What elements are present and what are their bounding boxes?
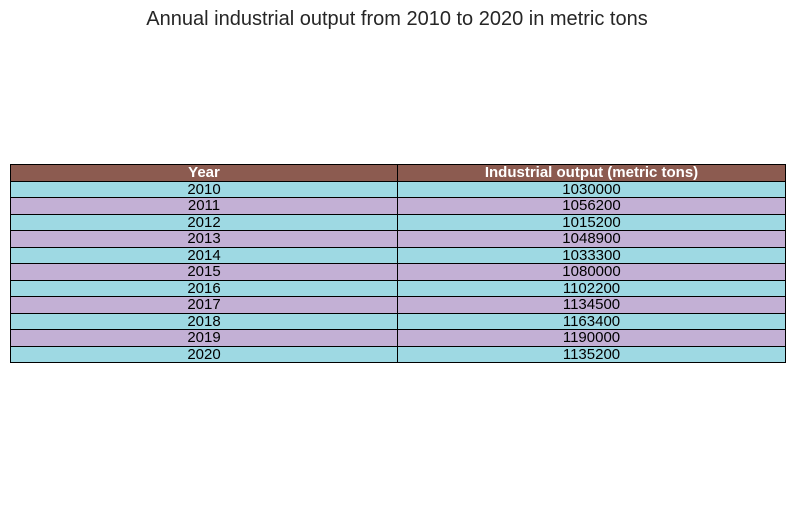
data-table-container: Year Industrial output (metric tons) 201… [10, 164, 786, 363]
cell-output: 1080000 [397, 263, 786, 281]
cell-year: 2017 [10, 296, 398, 314]
data-table: Year Industrial output (metric tons) 201… [10, 164, 786, 363]
cell-year: 2020 [10, 345, 398, 363]
cell-output: 1135200 [397, 345, 786, 363]
cell-output: 1102200 [397, 279, 786, 297]
table-row: 2015 1080000 [10, 263, 786, 281]
cell-year: 2011 [10, 197, 398, 215]
column-header-output: Industrial output (metric tons) [397, 164, 786, 182]
cell-year: 2016 [10, 279, 398, 297]
cell-output: 1056200 [397, 197, 786, 215]
table-row: 2018 1163400 [10, 312, 786, 330]
table-header-row: Year Industrial output (metric tons) [10, 164, 786, 182]
table-body: 2010 1030000 2011 1056200 2012 1015200 2013 104… [10, 180, 786, 363]
cell-output: 1030000 [397, 180, 786, 198]
table-row: 2020 1135200 [10, 345, 786, 363]
table-row: 2017 1134500 [10, 296, 786, 314]
cell-output: 1134500 [397, 296, 786, 314]
table-row: 2012 1015200 [10, 213, 786, 231]
table-row: 2014 1033300 [10, 246, 786, 264]
cell-year: 2018 [10, 312, 398, 330]
table-row: 2019 1190000 [10, 329, 786, 347]
cell-year: 2015 [10, 263, 398, 281]
cell-year: 2014 [10, 246, 398, 264]
table-row: 2011 1056200 [10, 197, 786, 215]
cell-output: 1015200 [397, 213, 786, 231]
cell-year: 2019 [10, 329, 398, 347]
cell-output: 1048900 [397, 230, 786, 248]
table-row: 2016 1102200 [10, 279, 786, 297]
cell-year: 2012 [10, 213, 398, 231]
cell-year: 2010 [10, 180, 398, 198]
table-row: 2010 1030000 [10, 180, 786, 198]
column-header-year: Year [10, 164, 398, 182]
cell-year: 2013 [10, 230, 398, 248]
chart-title: Annual industrial output from 2010 to 20… [146, 8, 648, 30]
cell-output: 1163400 [397, 312, 786, 330]
table-row: 2013 1048900 [10, 230, 786, 248]
cell-output: 1033300 [397, 246, 786, 264]
cell-output: 1190000 [397, 329, 786, 347]
